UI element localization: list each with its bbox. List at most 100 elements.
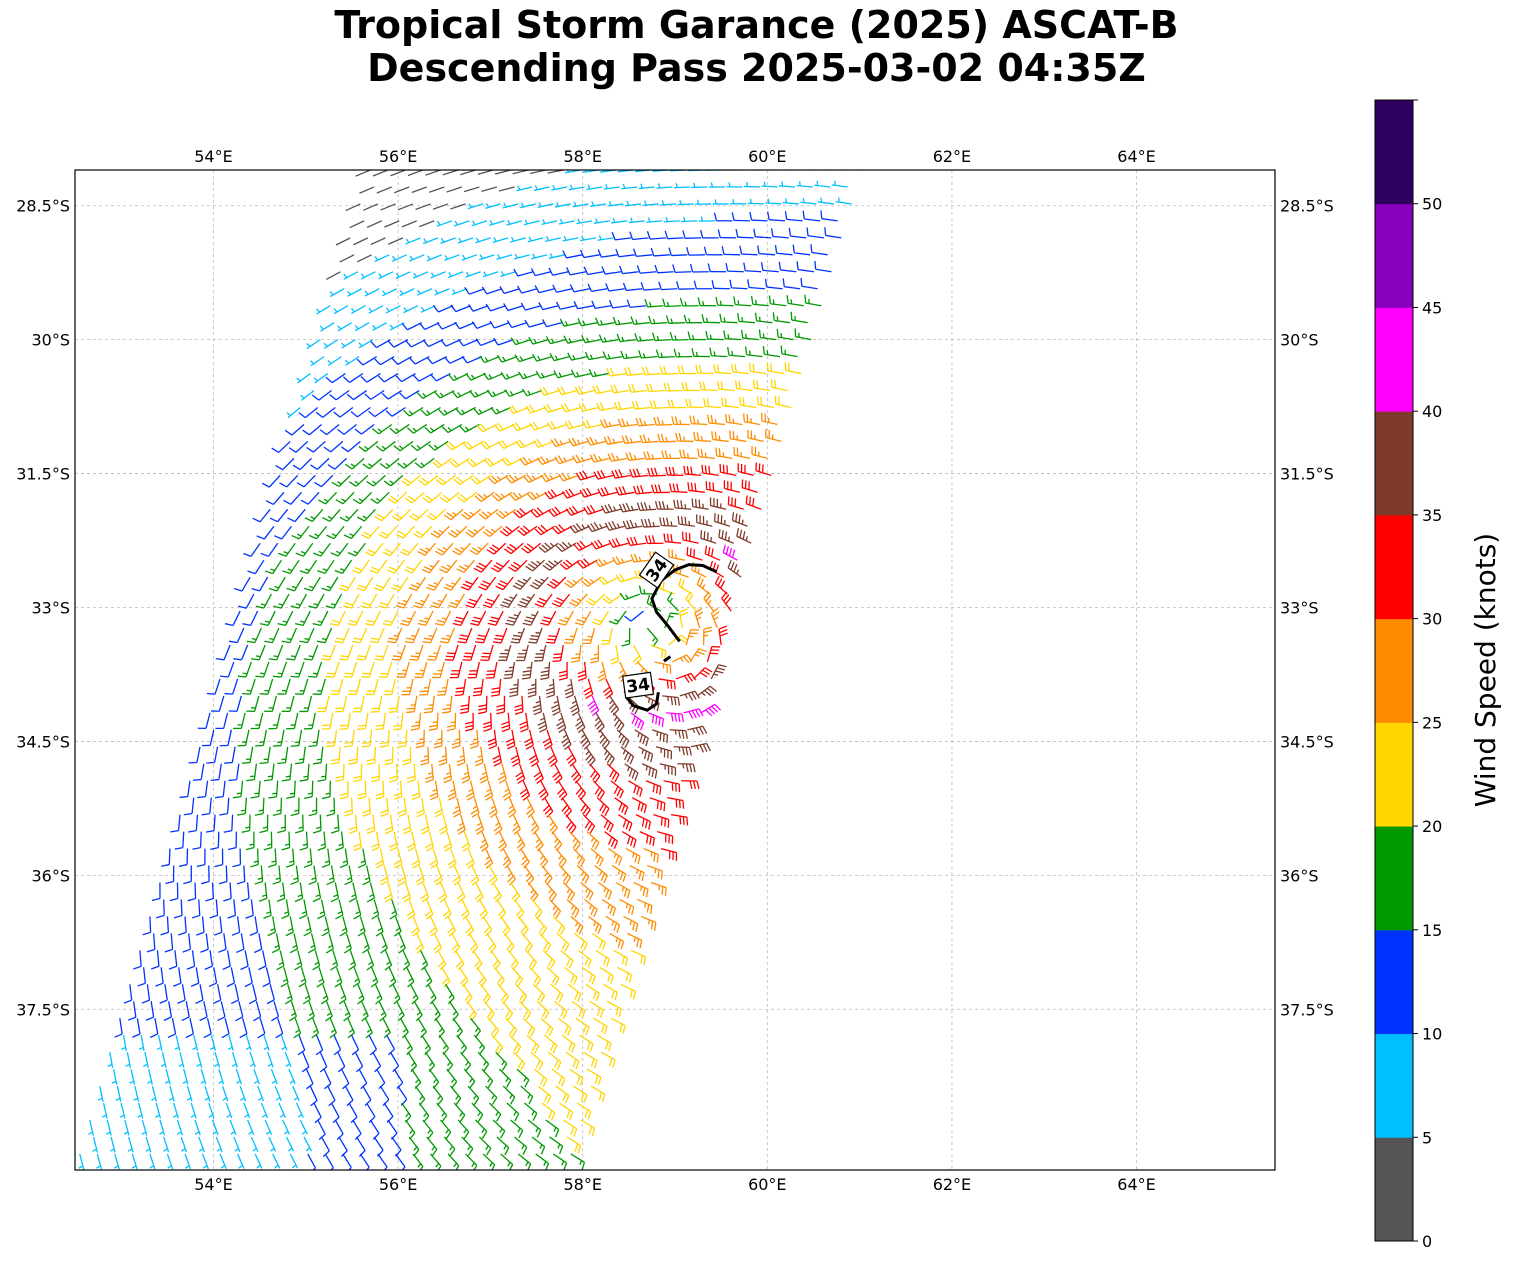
wind-barb bbox=[219, 729, 232, 747]
wind-barb bbox=[695, 364, 714, 375]
wind-barb bbox=[101, 1102, 108, 1119]
wind-barb bbox=[478, 254, 495, 261]
wind-barb bbox=[420, 746, 430, 766]
wind-barb bbox=[565, 1051, 580, 1070]
wind-barb bbox=[338, 984, 347, 1005]
wind-barb bbox=[194, 1119, 201, 1136]
wind-barb bbox=[330, 746, 341, 765]
wind-barb bbox=[343, 933, 352, 954]
wind-barb bbox=[487, 1017, 500, 1038]
wind-barb bbox=[373, 576, 391, 592]
wind-barb bbox=[659, 763, 677, 776]
wind-barb bbox=[420, 406, 441, 417]
wind-barb bbox=[696, 576, 711, 595]
wind-barb bbox=[616, 966, 633, 983]
wind-barb bbox=[502, 780, 512, 801]
wind-barb bbox=[567, 352, 588, 361]
wind-barb bbox=[820, 210, 838, 222]
wind-barb bbox=[673, 499, 692, 510]
wind-barb bbox=[576, 218, 593, 225]
wind-barb bbox=[471, 321, 493, 329]
wind-barb bbox=[586, 831, 600, 850]
lat-tick-label: 33°S bbox=[31, 599, 70, 618]
wind-barb bbox=[481, 186, 498, 192]
lat-tick-label: 36°S bbox=[1280, 866, 1319, 885]
wind-barb bbox=[402, 746, 412, 766]
wind-barb bbox=[512, 814, 521, 835]
wind-barb bbox=[551, 831, 563, 852]
wind-barb bbox=[127, 1001, 137, 1021]
wind-barb bbox=[475, 627, 490, 644]
wind-barb bbox=[579, 797, 591, 817]
wind-barb bbox=[579, 487, 600, 498]
wind-barb bbox=[547, 1051, 562, 1070]
wind-barb bbox=[227, 831, 237, 851]
wind-barb bbox=[569, 695, 580, 716]
wind-barb bbox=[621, 435, 642, 445]
wind-barb bbox=[602, 351, 623, 360]
wind-barb bbox=[597, 661, 607, 682]
wind-barb bbox=[615, 573, 637, 583]
wind-barb bbox=[632, 248, 653, 258]
wind-barb bbox=[205, 882, 214, 902]
wind-barb bbox=[559, 318, 580, 327]
wind-barb bbox=[600, 1051, 616, 1068]
wind-barb bbox=[695, 199, 712, 205]
wind-barb bbox=[570, 915, 584, 935]
wind-barb bbox=[416, 288, 433, 296]
wind-barb bbox=[594, 712, 605, 733]
wind-barb bbox=[197, 712, 211, 729]
wind-barb bbox=[625, 200, 642, 207]
wind-barb bbox=[583, 266, 604, 276]
wind-barb bbox=[309, 1085, 318, 1107]
wind-barb bbox=[361, 729, 373, 748]
wind-barb bbox=[560, 403, 582, 413]
wind-barb bbox=[496, 695, 506, 715]
wind-barb bbox=[273, 593, 290, 609]
wind-barb bbox=[534, 524, 555, 536]
wind-barb bbox=[730, 199, 747, 205]
wind-barb bbox=[527, 236, 544, 243]
wind-barb bbox=[383, 474, 404, 487]
wind-barb bbox=[622, 282, 643, 292]
wind-barb bbox=[679, 608, 689, 629]
wind-barb bbox=[659, 517, 678, 527]
wind-barb bbox=[517, 593, 536, 608]
wind-barb bbox=[136, 1171, 141, 1186]
wind-barb bbox=[561, 1034, 576, 1053]
wind-barb bbox=[213, 984, 222, 1005]
wind-barb bbox=[264, 695, 278, 713]
wind-barb bbox=[705, 330, 724, 341]
wind-barb bbox=[321, 848, 331, 869]
wind-barb bbox=[338, 1136, 348, 1157]
wind-barb bbox=[677, 763, 696, 773]
colorbar-bin bbox=[1375, 618, 1413, 723]
wind-barb bbox=[683, 465, 702, 477]
wind-barb bbox=[691, 348, 710, 358]
wind-barb bbox=[452, 1017, 463, 1038]
wind-barb bbox=[838, 170, 844, 171]
wind-barb bbox=[484, 457, 505, 467]
wind-barb bbox=[221, 1018, 230, 1039]
wind-barb bbox=[653, 814, 670, 828]
wind-barb bbox=[712, 199, 729, 205]
wind-barb bbox=[572, 1085, 588, 1103]
colorbar-bin bbox=[1375, 1033, 1413, 1138]
wind-barb bbox=[618, 814, 633, 832]
wind-barb bbox=[673, 746, 692, 756]
wind-barb bbox=[300, 390, 315, 401]
wind-barb bbox=[702, 626, 713, 646]
wind-barb bbox=[461, 254, 478, 261]
wind-barb bbox=[400, 542, 419, 557]
wind-barb bbox=[824, 227, 842, 239]
wind-barb bbox=[649, 400, 669, 410]
wind-barb bbox=[287, 508, 306, 523]
wind-barb bbox=[545, 678, 556, 699]
wind-barb bbox=[347, 610, 364, 627]
wind-barb bbox=[522, 610, 539, 626]
wind-barb bbox=[394, 186, 410, 194]
wind-barb bbox=[517, 916, 529, 936]
wind-barb bbox=[133, 950, 142, 970]
wind-barb bbox=[804, 294, 822, 307]
wind-barb bbox=[370, 967, 379, 988]
